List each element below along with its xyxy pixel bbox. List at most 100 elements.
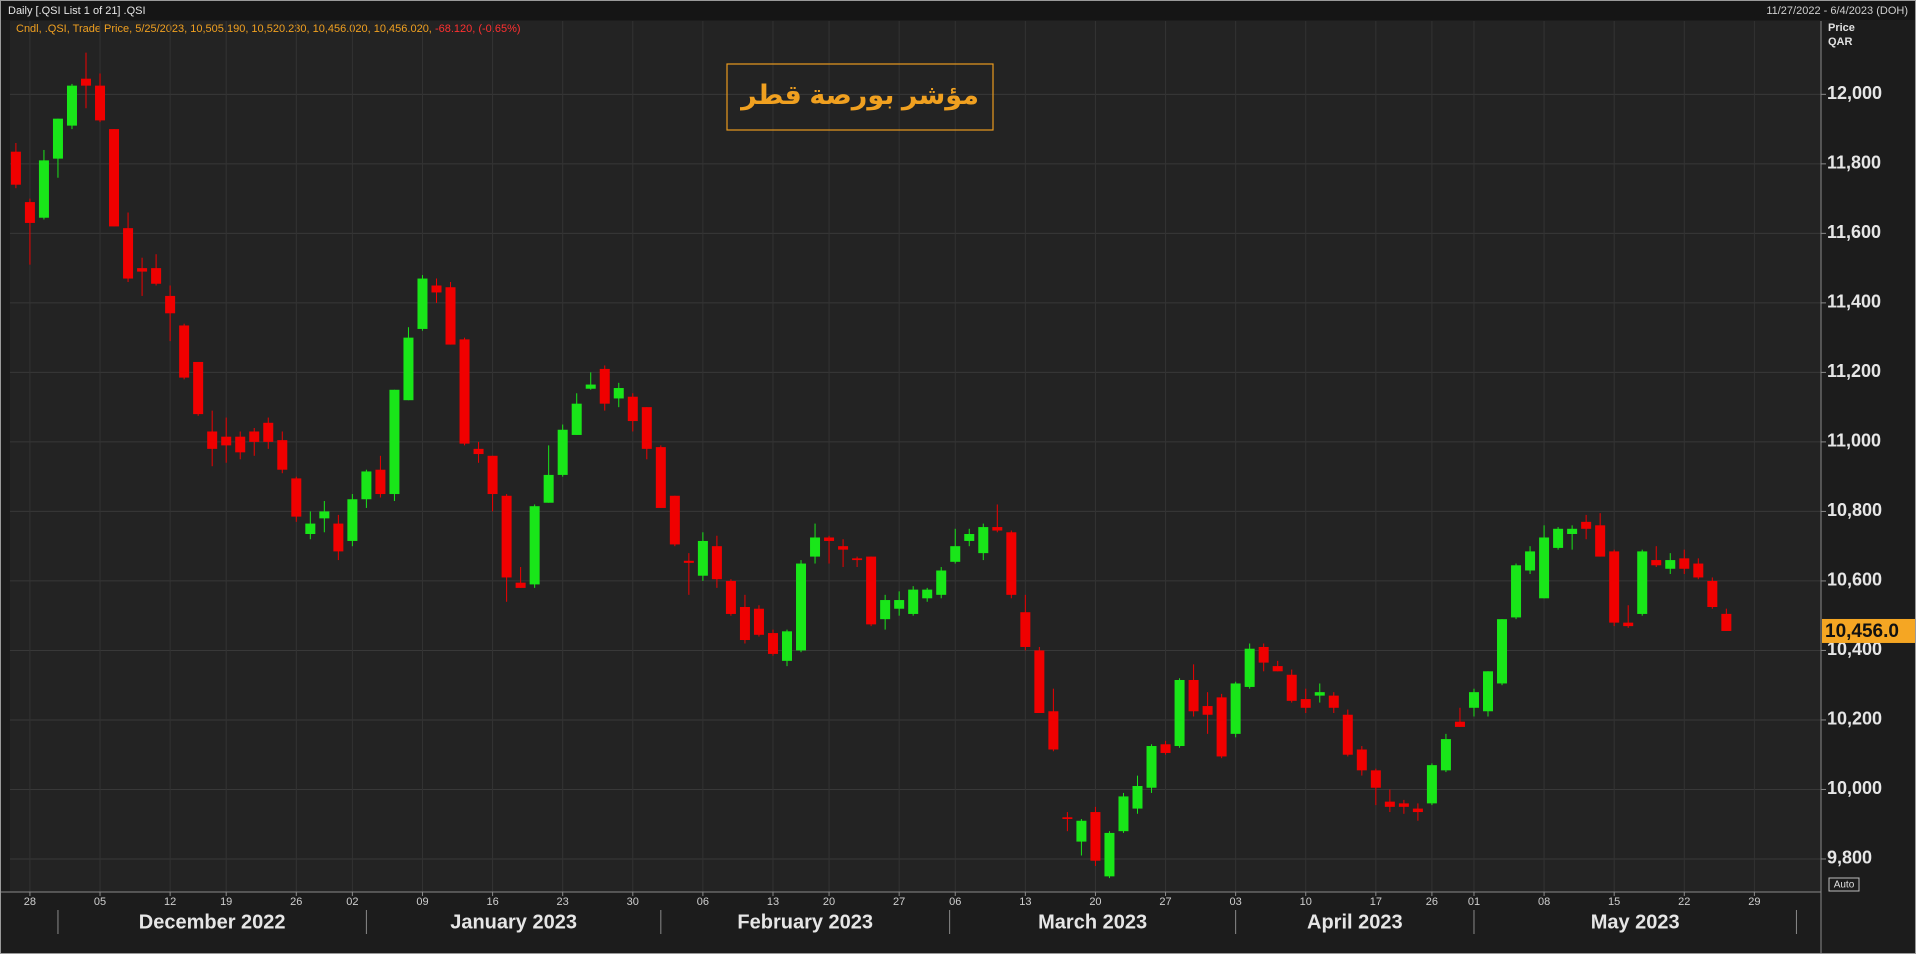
candle-body — [1006, 532, 1017, 595]
candle-body — [627, 396, 638, 422]
info-change: -68.120, (-0.65%) — [435, 23, 521, 35]
candle-body — [669, 495, 680, 545]
month-label: April 2023 — [1307, 911, 1403, 933]
candle-body — [417, 278, 428, 329]
x-tick-label: 19 — [220, 896, 232, 908]
candle-body — [1244, 648, 1255, 687]
y-tick-label: 11,200 — [1827, 361, 1881, 381]
candle-body — [66, 85, 77, 126]
candle-body — [557, 429, 568, 475]
candle-body — [1454, 721, 1465, 727]
candle-body — [1679, 558, 1690, 569]
candle-body — [739, 606, 750, 641]
candle-body — [1258, 646, 1269, 663]
month-label: January 2023 — [450, 911, 577, 933]
candle-body — [1328, 695, 1339, 708]
candle-body — [459, 339, 470, 444]
candle-body — [1693, 563, 1704, 578]
candle-body — [221, 436, 232, 446]
candle-body — [1090, 812, 1101, 861]
candle-body — [866, 556, 877, 625]
header-bar — [0, 0, 1916, 20]
x-tick-label: 02 — [346, 896, 358, 908]
candle-body — [725, 580, 736, 614]
x-tick-label: 03 — [1230, 896, 1242, 908]
candle-body — [880, 600, 891, 620]
date-range: 11/27/2022 - 6/4/2023 (DOH) — [1766, 5, 1908, 17]
candle-body — [838, 546, 849, 550]
candle-body — [263, 422, 274, 442]
candle-body — [445, 287, 456, 345]
candle-body — [333, 523, 344, 552]
info-values: Cndl, .QSI, Trade Price, 5/25/2023, 10,5… — [16, 23, 432, 35]
candle-body — [1398, 803, 1409, 807]
candle-body — [291, 478, 302, 517]
candle-body — [964, 534, 975, 541]
title-box — [726, 63, 994, 131]
scale-mode[interactable]: Auto — [1834, 880, 1855, 891]
candle-body — [1553, 528, 1564, 548]
candle-body — [10, 151, 21, 185]
candle-body — [1567, 528, 1578, 535]
candle-body — [1497, 619, 1508, 684]
x-tick-label: 06 — [949, 896, 961, 908]
candle-body — [1048, 711, 1059, 750]
x-tick-label: 20 — [823, 896, 835, 908]
candle-body — [936, 570, 947, 595]
candle-body — [123, 228, 134, 279]
x-tick-label: 06 — [697, 896, 709, 908]
candle-body — [38, 160, 49, 218]
candle-body — [1595, 525, 1606, 557]
candle-body — [277, 440, 288, 470]
x-tick-label: 20 — [1089, 896, 1101, 908]
candle-body — [922, 589, 933, 599]
candle-body — [1062, 817, 1073, 820]
candle-body — [515, 582, 526, 588]
candle-body — [1146, 746, 1157, 788]
candle-body — [1272, 666, 1283, 672]
candle-body — [431, 285, 442, 293]
x-tick-label: 05 — [94, 896, 106, 908]
x-tick-label: 12 — [164, 896, 176, 908]
candle-body — [641, 407, 652, 449]
candle-body — [1440, 739, 1451, 771]
candle-body — [978, 527, 989, 554]
candle-body — [24, 202, 35, 223]
last-price-tag — [1822, 618, 1916, 643]
x-tick-label: 27 — [1159, 896, 1171, 908]
x-tick-label: 28 — [24, 896, 36, 908]
scale-mode-box[interactable] — [1828, 877, 1860, 892]
candle-body — [1581, 521, 1592, 529]
candle-body — [1188, 679, 1199, 712]
y-tick-label: 10,200 — [1827, 709, 1882, 729]
candle-body — [1286, 674, 1297, 701]
candle-body — [347, 499, 358, 541]
candle-body — [207, 431, 218, 449]
candle-body — [753, 608, 764, 635]
x-tick-label: 01 — [1468, 896, 1480, 908]
y-axis-unit: QAR — [1828, 36, 1853, 48]
candle-body — [950, 546, 961, 562]
candle-body — [403, 337, 414, 401]
candle-body — [1076, 820, 1087, 842]
x-tick-label: 22 — [1678, 896, 1690, 908]
candle-body — [1721, 613, 1732, 631]
candle-body — [1300, 699, 1311, 708]
month-label: February 2023 — [737, 911, 873, 933]
candle-body — [697, 540, 708, 576]
candle-body — [487, 455, 498, 495]
candle-body — [852, 558, 863, 561]
candle-body — [1609, 551, 1620, 623]
x-tick-label: 15 — [1608, 896, 1620, 908]
candle-body — [782, 631, 792, 661]
y-tick-label: 11,600 — [1827, 222, 1881, 242]
candle-body — [1020, 612, 1031, 647]
month-label: March 2023 — [1038, 911, 1147, 933]
candle-body — [529, 506, 540, 585]
candle-body — [1104, 832, 1115, 877]
candle-body — [1651, 560, 1662, 566]
x-tick-label: 23 — [557, 896, 569, 908]
candle-body — [1174, 679, 1185, 747]
y-tick-label: 11,400 — [1827, 292, 1881, 312]
